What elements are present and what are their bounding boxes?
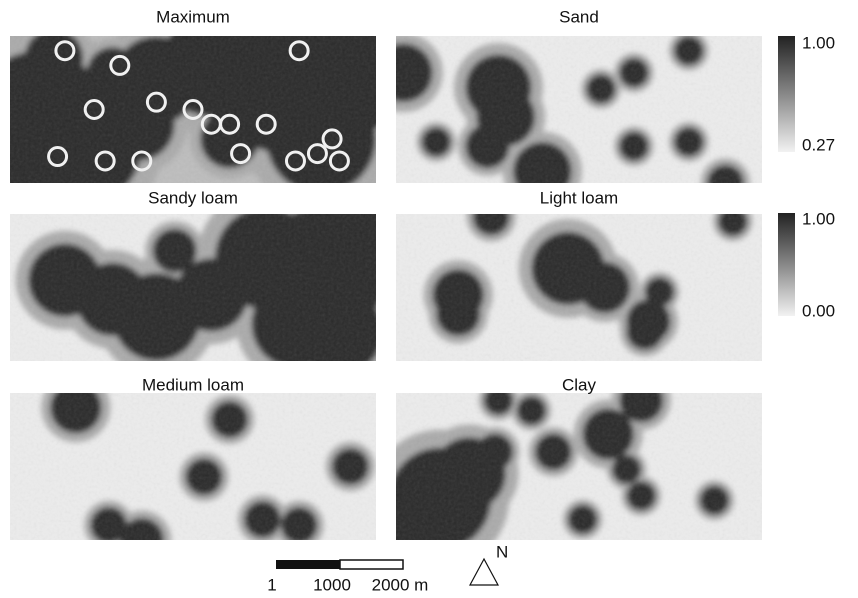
panel-title: Light loam xyxy=(540,188,618,207)
map-texture xyxy=(10,36,376,183)
map-panel xyxy=(10,373,376,570)
map-texture xyxy=(396,214,762,361)
map-texture xyxy=(10,214,376,361)
panel-title: Maximum xyxy=(156,7,230,26)
panel-title: Sandy loam xyxy=(148,188,238,207)
map-panel xyxy=(396,192,762,361)
scale-bar-segment xyxy=(340,560,403,569)
north-label: N xyxy=(496,542,508,561)
panel-title: Medium loam xyxy=(142,375,244,394)
map-texture xyxy=(10,393,376,540)
figure: 1.00 0.27 1.00 0.00 1 1000 2000 m N Maxi… xyxy=(0,0,858,598)
map-panels xyxy=(0,0,762,585)
map-texture xyxy=(396,393,762,540)
scale-label: 1 xyxy=(267,575,276,594)
scale-label: 1000 xyxy=(313,575,351,594)
colorbar xyxy=(778,36,795,152)
colorbar-max: 1.00 xyxy=(802,33,835,52)
scale-label: 2000 m xyxy=(372,575,429,594)
panel-title: Sand xyxy=(559,7,599,26)
scale-bar-segment xyxy=(276,560,340,569)
colorbar xyxy=(778,213,795,316)
map-panel xyxy=(355,371,762,585)
colorbar-max: 1.00 xyxy=(802,209,835,228)
north-arrow xyxy=(470,559,498,585)
map-panel xyxy=(364,31,762,211)
colorbar-min: 0.00 xyxy=(802,301,835,320)
colorbar-min: 0.27 xyxy=(802,135,835,154)
panel-title: Clay xyxy=(562,375,597,394)
map-panel xyxy=(10,177,417,391)
map-texture xyxy=(396,36,762,183)
